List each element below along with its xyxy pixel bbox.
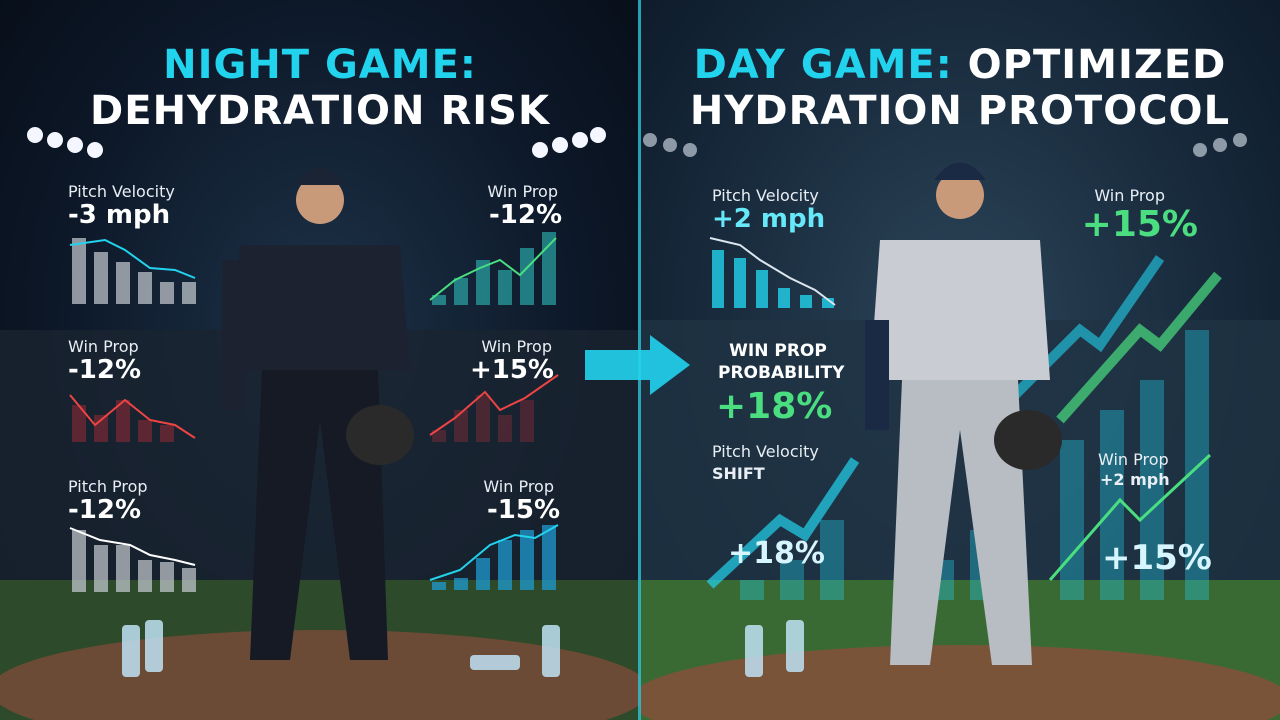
stat-sublabel: +2 mph (1100, 470, 1170, 489)
title-highlight: NIGHT GAME: (163, 42, 477, 88)
stat-label: Win Prop (481, 337, 552, 356)
stat-label: Pitch Velocity (712, 442, 819, 461)
title-highlight: DAY GAME: (693, 42, 953, 88)
lights (643, 133, 1247, 157)
stat-value: -12% (488, 200, 562, 230)
stat-label: Win Prop (1094, 186, 1165, 205)
stat-label: Pitch Velocity (68, 182, 175, 201)
stat-value: +15% (1102, 538, 1212, 578)
stat-value: -12% (68, 495, 142, 525)
title: DEHYDRATION RISK (90, 88, 550, 134)
lights (27, 127, 606, 158)
stat-value: -15% (486, 495, 560, 525)
night-scene (0, 127, 640, 720)
stat-value: +18% (728, 536, 825, 571)
stat-label: Win Prop (1098, 450, 1169, 469)
mini-charts (69, 232, 559, 592)
pitcher (222, 167, 414, 660)
day-scene (640, 133, 1280, 720)
stat-label: Win Prop (68, 337, 139, 356)
stat-label: Pitch Prop (68, 477, 148, 496)
divider (638, 0, 641, 720)
stat-value: +18% (716, 386, 833, 427)
stat-label: Pitch Velocity (712, 186, 819, 205)
stat-value: +15% (469, 355, 554, 385)
stat-label: Win Prop (487, 182, 558, 201)
stat-value: -3 mph (68, 200, 171, 230)
stat-label: WIN PROP PROBABILITY (718, 341, 845, 383)
stat-value: +15% (1081, 204, 1198, 245)
bottles (122, 620, 560, 677)
growth-graphics (706, 237, 1222, 600)
title: NIGHT GAME: (0, 42, 640, 88)
stat-value: +2 mph (712, 204, 826, 234)
title: HYDRATION PROTOCOL (689, 88, 1231, 134)
title-rest: OPTIMIZED (967, 42, 1227, 88)
title: DAY GAME: OPTIMIZED (640, 42, 1280, 88)
stat-value: -12% (68, 355, 142, 385)
day-panel: DAY GAME: OPTIMIZED HYDRATION PROTOCOL P… (640, 0, 1280, 720)
stat-label: Win Prop (483, 477, 554, 496)
night-panel: NIGHT GAME: DEHYDRATION RISK Pitch Veloc… (0, 0, 640, 720)
pitcher (865, 162, 1062, 665)
stat-sublabel: SHIFT (712, 464, 765, 483)
bottles (745, 620, 804, 677)
